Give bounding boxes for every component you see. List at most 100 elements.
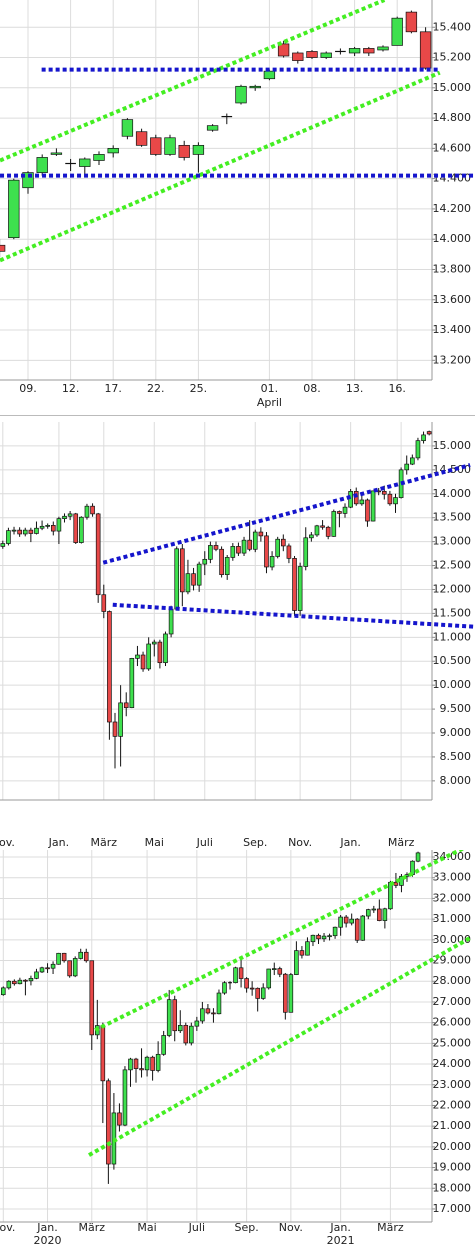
candle-body	[343, 916, 349, 924]
candle-body	[93, 154, 105, 161]
candle-body	[107, 148, 119, 154]
y-tick-label: 26.000	[433, 1016, 472, 1029]
candle-body	[45, 525, 50, 527]
candle-body	[255, 987, 260, 999]
candle-body	[205, 1008, 211, 1014]
y-tick-label: 32.000	[433, 891, 472, 904]
x-tick-label: Nov.	[288, 836, 312, 849]
candle-body	[404, 463, 410, 471]
y-tick-label: 13.200	[433, 353, 472, 366]
y-tick-label: 13.600	[433, 293, 472, 306]
trend-line	[0, 70, 441, 263]
candle-body	[206, 125, 219, 131]
candle-body	[325, 526, 331, 537]
x-tick-label: Nov.	[279, 1221, 303, 1234]
candle-body	[277, 968, 283, 975]
candle-body	[294, 950, 299, 975]
candle-body	[118, 702, 123, 737]
candle-body	[266, 968, 272, 989]
y-tick-label: 15.400	[433, 20, 472, 33]
candle-body	[405, 11, 418, 33]
x-tick-label: Mai	[137, 1221, 156, 1234]
candle-body	[421, 434, 426, 442]
y-tick-label: 15.200	[433, 51, 472, 64]
candle-body	[280, 538, 286, 547]
candle-body	[28, 977, 34, 982]
trend-line	[88, 936, 472, 1157]
candle-body	[233, 967, 238, 984]
candle-body	[342, 506, 348, 514]
candle-body	[269, 556, 275, 568]
daily-chart: 13.200 13.400 13.600 13.800 14.000 14.200 14.4…	[0, 0, 475, 409]
candle-body	[314, 525, 320, 536]
y-tick-label: 22.000	[433, 1098, 472, 1111]
candle-body	[391, 17, 403, 46]
x-tick-label: 17.	[104, 382, 122, 395]
candle-body	[72, 958, 78, 977]
candle-body	[426, 431, 432, 435]
candle-body	[371, 908, 377, 911]
candle-body	[306, 51, 318, 58]
y-tick-label: 10.500	[433, 654, 472, 667]
candle-body	[202, 558, 208, 565]
candle-body	[150, 1056, 155, 1071]
x-tick-label: 09.	[19, 382, 37, 395]
x-group-label: 2021	[327, 1234, 355, 1247]
candle-body	[22, 529, 28, 535]
candle-body	[157, 641, 163, 664]
x-tick-label: Jan.	[339, 836, 360, 849]
y-tick-label: 15.000	[433, 439, 472, 452]
plot-area	[0, 0, 432, 380]
candle-body	[283, 973, 288, 1013]
candle-body	[39, 525, 45, 529]
candle-body	[321, 935, 327, 940]
candle-body	[238, 967, 244, 979]
candle-body	[61, 952, 67, 962]
candle-body	[84, 505, 90, 518]
candle-body	[133, 1058, 139, 1069]
candle-body	[189, 1025, 194, 1044]
candle-body	[107, 611, 112, 723]
x-tick-label: März	[91, 836, 118, 849]
candle-body	[50, 525, 56, 532]
x-group-label: April	[257, 396, 282, 409]
y-tick-label: 9.500	[440, 702, 472, 715]
y-tick-label: 25.000	[433, 1036, 472, 1049]
x-tick-label: Nov.	[0, 1221, 15, 1234]
x-tick-label: Sep.	[234, 1221, 258, 1234]
x-tick-label: Jan.	[48, 836, 69, 849]
y-tick-label: 34.000	[433, 850, 472, 863]
candle-body	[303, 537, 309, 567]
x-tick-label: Sep.	[243, 836, 267, 849]
candle-body	[56, 952, 61, 965]
candle-body	[45, 967, 50, 970]
candle-body	[348, 48, 361, 54]
candle-body	[224, 557, 230, 575]
candle-body	[288, 974, 294, 1013]
candle-body	[50, 152, 63, 155]
x-tick-label: Juli	[196, 836, 213, 849]
y-tick-label: 29.000	[433, 954, 472, 967]
candle-body	[249, 987, 255, 990]
x-group-label: 2020	[34, 1234, 62, 1247]
candle-body	[286, 545, 292, 559]
candle-body	[349, 918, 354, 924]
candle-body	[155, 1053, 161, 1071]
candle-body	[183, 1024, 189, 1044]
candle-body	[415, 852, 421, 862]
candle-body	[244, 978, 249, 989]
x-tick-label: 12.	[62, 382, 80, 395]
candle-body	[332, 926, 338, 937]
weekly-chart: 8.000 8.500 9.000 9.500 10.000 10.500 11.000 11…	[0, 415, 475, 850]
candle-body	[1, 987, 6, 996]
candle-body	[135, 131, 148, 146]
y-tick-label: 14.800	[433, 111, 472, 124]
candle-body	[73, 513, 79, 543]
y-tick-label: 13.800	[433, 262, 472, 275]
y-tick-label: 10.000	[433, 678, 472, 691]
candle-body	[320, 525, 325, 528]
candle-body	[249, 85, 261, 89]
candle-body	[327, 935, 332, 938]
candle-body	[11, 529, 17, 532]
